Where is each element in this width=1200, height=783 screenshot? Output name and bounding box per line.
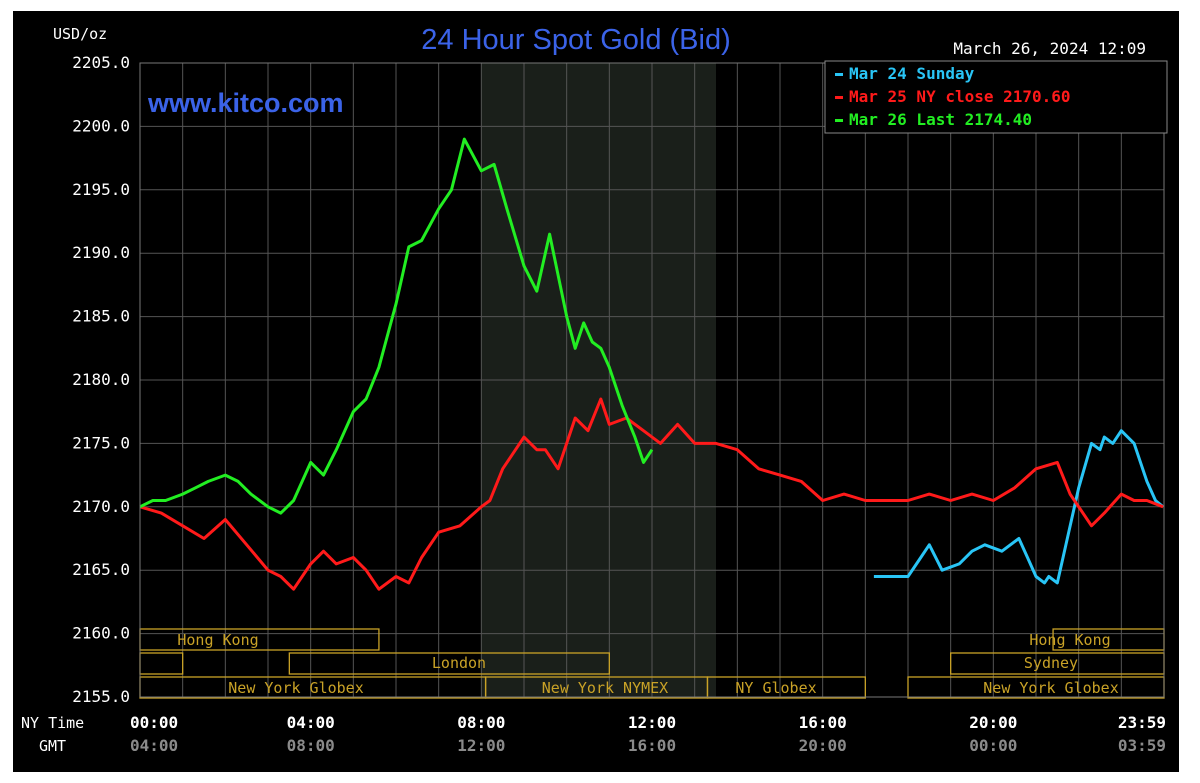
x-tick-label-gmt: 04:00 — [130, 736, 178, 755]
series-line-1 — [139, 397, 1164, 591]
session-label-new-york-globex-2: New York Globex — [983, 679, 1118, 697]
session-label-hong-kong-2: Hong Kong — [1029, 631, 1110, 649]
x-tick-label-gmt: 00:00 — [969, 736, 1017, 755]
y-tick-label: 2170.0 — [72, 497, 130, 516]
y-tick-label: 2165.0 — [72, 560, 130, 579]
ny-time-label: NY Time — [21, 714, 84, 732]
session-layer — [139, 62, 1165, 699]
x-tick-label-ny: 04:00 — [287, 713, 335, 732]
legend-label-last: Mar 26 Last 2174.40 — [849, 110, 1032, 129]
legend-swatch-last — [835, 119, 843, 122]
y-tick-label: 2195.0 — [72, 180, 130, 199]
y-tick-label: 2160.0 — [72, 624, 130, 643]
legend-swatch-sunday — [835, 73, 843, 76]
session-box-ny-globex — [706, 676, 866, 699]
legend-swatch-nyclose — [835, 96, 843, 99]
x-tick-label-gmt: 20:00 — [799, 736, 847, 755]
series-line-2 — [139, 137, 654, 515]
legend-box — [824, 60, 1168, 134]
series-layer — [139, 137, 1165, 591]
legend-label-sunday: Mar 24 Sunday — [849, 64, 975, 83]
y-tick-label: 2155.0 — [72, 687, 130, 706]
session-label-hong-kong-1: Hong Kong — [177, 631, 258, 649]
x-tick-label-ny: 12:00 — [628, 713, 676, 732]
session-box-london — [288, 652, 610, 675]
session-label-ny-globex: NY Globex — [735, 679, 816, 697]
x-tick-label-gmt: 12:00 — [457, 736, 505, 755]
y-tick-label: 2205.0 — [72, 53, 130, 72]
x-tick-label-gmt: 08:00 — [287, 736, 335, 755]
timestamp: March 26, 2024 12:09 — [953, 39, 1146, 58]
y-tick-label: 2180.0 — [72, 370, 130, 389]
y-tick-label: 2190.0 — [72, 243, 130, 262]
x-tick-label-ny: 00:00 — [130, 713, 178, 732]
chart-title: 24 Hour Spot Gold (Bid) — [421, 24, 730, 56]
session-label-sydney: Sydney — [1024, 654, 1078, 672]
watermark: www.kitco.com — [147, 88, 344, 118]
x-tick-label-ny: 08:00 — [457, 713, 505, 732]
y-tick-label: 2200.0 — [72, 116, 130, 135]
x-tick-label-ny: 16:00 — [799, 713, 847, 732]
x-tick-label-ny: 20:00 — [969, 713, 1017, 732]
chart-frame: USD/oz 24 Hour Spot Gold (Bid) March 26,… — [13, 11, 1179, 772]
session-box-hong-kong-1 — [139, 628, 380, 651]
series-line-0 — [873, 429, 1165, 585]
gold-chart: USD/oz 24 Hour Spot Gold (Bid) March 26,… — [21, 24, 1168, 755]
y-tick-label: 2175.0 — [72, 433, 130, 452]
session-label-new-york-globex-1: New York Globex — [228, 679, 363, 697]
y-tick-label: 2185.0 — [72, 307, 130, 326]
gmt-label: GMT — [39, 737, 66, 755]
x-tick-label-gmt: 03:59 — [1118, 736, 1166, 755]
legend-label-nyclose: Mar 25 NY close 2170.60 — [849, 87, 1071, 106]
tick-layer: 2155.0 2160.0 2165.0 2170.0 2175.0 2180.0 2185… — [72, 53, 1166, 755]
x-tick-label-ny: 23:59 — [1118, 713, 1166, 732]
session-label-london: London — [432, 654, 486, 672]
session-box-early-asia — [139, 652, 184, 675]
unit-label: USD/oz — [53, 25, 107, 43]
plot-border — [139, 62, 1165, 698]
session-label-new-york-nymex: New York NYMEX — [542, 679, 668, 697]
grid-layer — [140, 62, 1164, 698]
x-tick-label-gmt: 16:00 — [628, 736, 676, 755]
